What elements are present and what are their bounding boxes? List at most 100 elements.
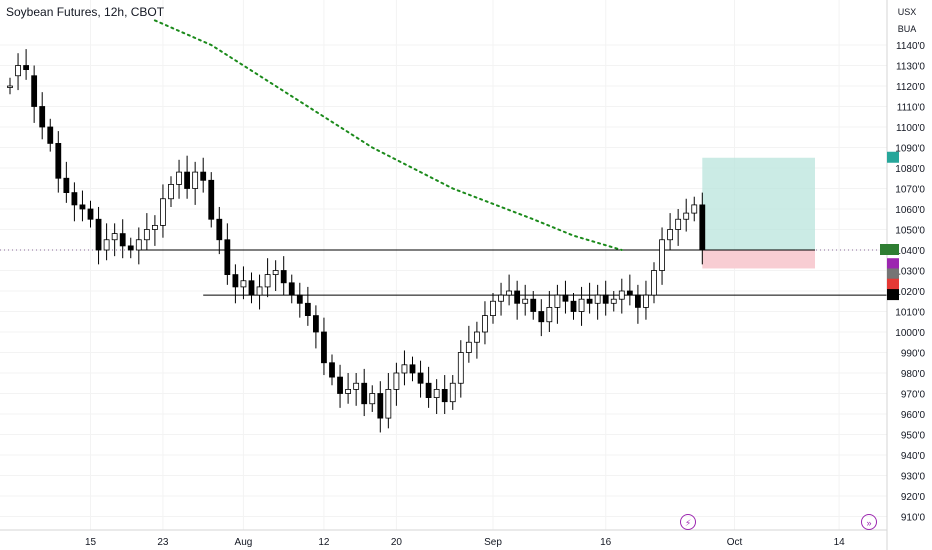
candle[interactable] bbox=[184, 155, 191, 199]
candle[interactable] bbox=[465, 325, 472, 363]
candle[interactable] bbox=[586, 282, 593, 314]
stop-zone[interactable] bbox=[702, 250, 815, 269]
price-axis[interactable]: 1140'0 1130'0 1120'0 1110'0 1100'0 1090'0 1080… bbox=[895, 41, 925, 524]
candle[interactable] bbox=[264, 258, 271, 298]
candle[interactable] bbox=[675, 209, 682, 246]
candle[interactable] bbox=[522, 284, 529, 316]
candle[interactable] bbox=[321, 317, 327, 376]
candle[interactable] bbox=[635, 284, 641, 324]
candle[interactable] bbox=[168, 176, 174, 207]
time-axis[interactable]: 15 23 Aug 12 20 Sep 16 Oct 14 bbox=[85, 537, 845, 548]
candle[interactable] bbox=[473, 321, 480, 359]
currency-unit-label[interactable]: USX bbox=[897, 7, 917, 17]
candle[interactable] bbox=[31, 65, 38, 123]
candle[interactable] bbox=[216, 206, 223, 255]
candle[interactable] bbox=[119, 219, 126, 259]
candle[interactable] bbox=[224, 223, 231, 285]
candle[interactable] bbox=[401, 350, 408, 386]
candle[interactable] bbox=[610, 291, 617, 312]
candle[interactable] bbox=[176, 159, 182, 199]
candle[interactable] bbox=[256, 274, 263, 310]
candles[interactable] bbox=[7, 49, 706, 433]
candle[interactable] bbox=[506, 274, 513, 306]
candle[interactable] bbox=[514, 280, 521, 320]
candle[interactable] bbox=[135, 227, 142, 265]
candle[interactable] bbox=[441, 375, 448, 414]
candle[interactable] bbox=[659, 227, 665, 285]
candle[interactable] bbox=[111, 223, 118, 257]
candle[interactable] bbox=[651, 262, 657, 304]
candle[interactable] bbox=[63, 161, 70, 203]
candle[interactable] bbox=[457, 340, 464, 398]
candle[interactable] bbox=[618, 278, 625, 314]
candle[interactable] bbox=[345, 373, 352, 404]
volume-unit-label[interactable]: BUA bbox=[897, 24, 917, 34]
candle[interactable] bbox=[546, 291, 553, 332]
candle[interactable] bbox=[151, 215, 158, 246]
candle[interactable] bbox=[699, 192, 706, 265]
candle[interactable] bbox=[288, 274, 295, 304]
candle[interactable] bbox=[272, 260, 279, 291]
candle[interactable] bbox=[192, 161, 199, 205]
candle[interactable] bbox=[554, 284, 561, 324]
candle[interactable] bbox=[47, 118, 54, 152]
candle[interactable] bbox=[602, 280, 609, 316]
candle[interactable] bbox=[200, 157, 207, 193]
candle[interactable] bbox=[312, 305, 319, 349]
double-chevron-right-icon[interactable]: » bbox=[861, 514, 877, 530]
candle[interactable] bbox=[79, 190, 86, 222]
candle[interactable] bbox=[449, 375, 456, 410]
candle[interactable] bbox=[103, 223, 110, 261]
candle[interactable] bbox=[409, 356, 416, 382]
candle[interactable] bbox=[530, 291, 537, 320]
candle[interactable] bbox=[361, 368, 368, 417]
target-zone[interactable] bbox=[702, 157, 815, 250]
candle[interactable] bbox=[482, 301, 488, 345]
candle[interactable] bbox=[594, 284, 601, 320]
candle[interactable] bbox=[667, 213, 673, 250]
candle[interactable] bbox=[417, 360, 424, 398]
candle[interactable] bbox=[425, 366, 432, 408]
candle[interactable] bbox=[337, 364, 343, 408]
candle[interactable] bbox=[643, 280, 649, 320]
candle[interactable] bbox=[304, 286, 311, 326]
candle[interactable] bbox=[490, 293, 496, 324]
candle-body bbox=[321, 331, 327, 364]
candle[interactable] bbox=[562, 280, 569, 314]
candle[interactable] bbox=[433, 379, 440, 414]
candle[interactable] bbox=[39, 92, 46, 140]
candle[interactable] bbox=[385, 373, 392, 429]
lightning-icon[interactable]: ⚡ bbox=[680, 514, 696, 530]
candle[interactable] bbox=[127, 237, 134, 259]
candle[interactable] bbox=[232, 264, 239, 304]
candle[interactable] bbox=[280, 256, 287, 296]
candle[interactable] bbox=[71, 182, 78, 222]
candle[interactable] bbox=[240, 266, 247, 300]
time-tick-label: 23 bbox=[157, 537, 169, 548]
candle[interactable] bbox=[369, 385, 376, 412]
candle[interactable] bbox=[95, 206, 102, 265]
candle[interactable] bbox=[160, 184, 166, 238]
candle[interactable] bbox=[570, 293, 577, 320]
candle[interactable] bbox=[353, 373, 360, 406]
candle[interactable] bbox=[626, 274, 633, 306]
candle[interactable] bbox=[393, 362, 400, 406]
candle[interactable] bbox=[498, 282, 504, 316]
candle[interactable] bbox=[208, 172, 215, 228]
candle[interactable] bbox=[143, 213, 150, 250]
candle[interactable] bbox=[55, 131, 62, 193]
candle[interactable] bbox=[15, 53, 21, 91]
candle[interactable] bbox=[296, 282, 303, 318]
candle[interactable] bbox=[578, 286, 585, 326]
candle[interactable] bbox=[7, 77, 13, 95]
candle-body bbox=[554, 294, 561, 308]
candle[interactable] bbox=[329, 354, 335, 386]
candle[interactable] bbox=[377, 381, 384, 433]
candle[interactable] bbox=[87, 200, 94, 228]
candle[interactable] bbox=[683, 198, 690, 232]
candle[interactable] bbox=[538, 299, 545, 337]
candle[interactable] bbox=[23, 49, 30, 80]
candle[interactable] bbox=[248, 272, 255, 304]
candle[interactable] bbox=[691, 196, 698, 222]
